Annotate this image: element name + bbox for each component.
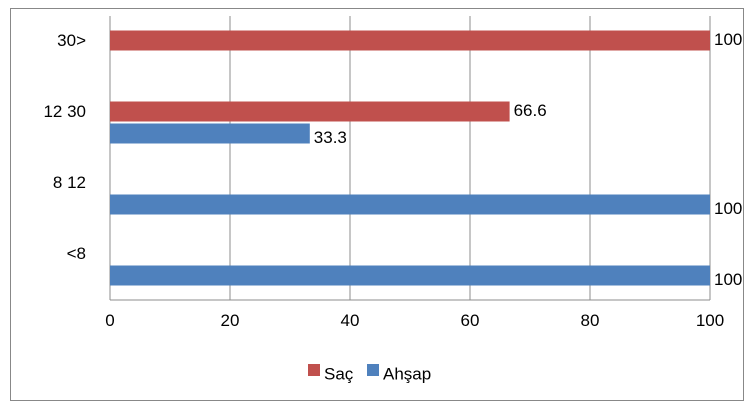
x-tick-label: 100 — [696, 311, 724, 330]
legend-swatch-sac — [308, 364, 320, 376]
data-label-ahsap: 100 — [714, 270, 742, 289]
x-tick-label: 80 — [581, 311, 600, 330]
data-label-sac: 100 — [714, 30, 742, 49]
data-label-sac: 66.6 — [514, 101, 547, 120]
bar-ahsap — [110, 266, 710, 286]
legend-label-sac: Saç — [324, 364, 354, 383]
x-tick-label: 0 — [105, 311, 114, 330]
legend-swatch-ahsap — [367, 364, 379, 376]
data-label-ahsap: 100 — [714, 199, 742, 218]
y-tick-label: <8 — [67, 244, 86, 263]
x-tick-label: 40 — [341, 311, 360, 330]
y-tick-label: 8 12 — [53, 173, 86, 192]
x-tick-label: 20 — [221, 311, 240, 330]
legend-label-ahsap: Ahşap — [383, 364, 431, 383]
y-tick-label: 12 30 — [43, 102, 86, 121]
data-label-ahsap: 33.3 — [314, 128, 347, 147]
bar-sac — [110, 102, 510, 122]
bar-ahsap — [110, 195, 710, 215]
bar-sac — [110, 31, 710, 51]
bar-ahsap — [110, 124, 310, 144]
y-tick-label: 30> — [57, 31, 86, 50]
x-tick-label: 60 — [461, 311, 480, 330]
